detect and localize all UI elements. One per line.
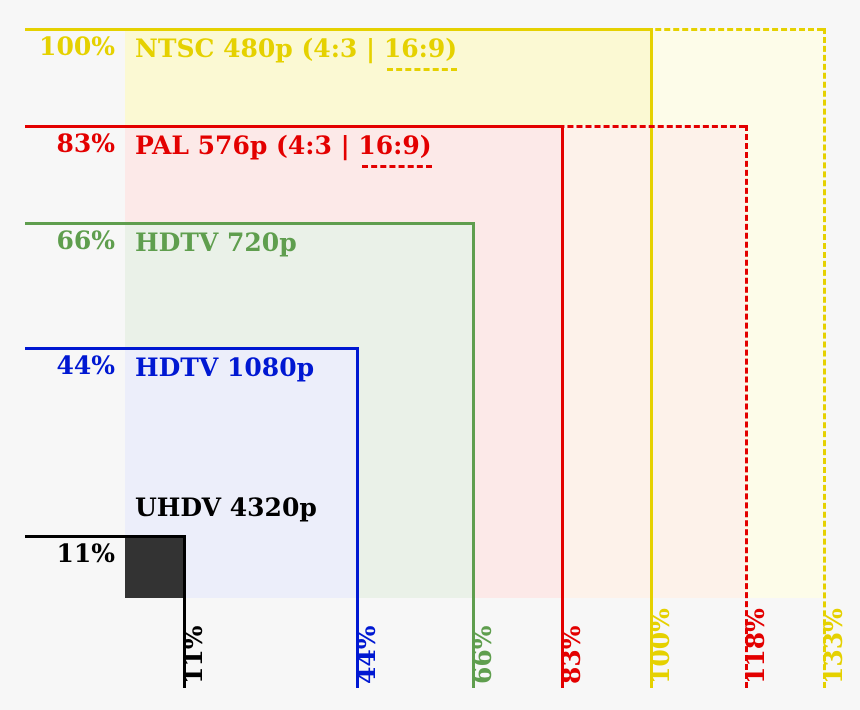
pct-y-pal: 83% bbox=[56, 129, 115, 158]
ntsc-dash-indicator bbox=[387, 68, 457, 71]
lbl-pal: PAL 576p (4:3 | 16:9) bbox=[135, 131, 432, 160]
pct-x-ntsc43: 100% bbox=[646, 608, 675, 684]
pal-dash-indicator bbox=[362, 165, 432, 168]
lbl-720: HDTV 720p bbox=[135, 228, 297, 257]
lbl-1080: HDTV 1080p bbox=[135, 353, 314, 382]
pct-x-720: 66% bbox=[468, 625, 497, 684]
pct-x-ntsc169: 133% bbox=[819, 608, 848, 684]
hdtv-1080-top bbox=[25, 347, 356, 350]
hdtv-720-top bbox=[25, 222, 472, 225]
resolution-diagram: { "canvas": { "width": 860, "height": 71… bbox=[0, 0, 860, 710]
lbl-uhdv: UHDV 4320p bbox=[135, 493, 317, 522]
pal-169-right bbox=[745, 125, 748, 688]
uhdv-top bbox=[25, 535, 183, 538]
ntsc-43-top bbox=[25, 28, 650, 31]
hdtv-720-right bbox=[472, 222, 475, 688]
pct-y-1080: 44% bbox=[56, 351, 115, 380]
pct-y-uhdv: 11% bbox=[56, 539, 115, 568]
pct-x-pal43: 83% bbox=[557, 625, 586, 684]
pct-x-uhdv: 11% bbox=[179, 625, 208, 684]
ntsc-169-right bbox=[823, 28, 826, 688]
pct-y-720: 66% bbox=[56, 226, 115, 255]
pct-x-1080: 44% bbox=[352, 625, 381, 684]
uhdv-fill bbox=[125, 535, 183, 598]
pct-x-pal169: 118% bbox=[741, 608, 770, 684]
pct-y-ntsc: 100% bbox=[39, 32, 115, 61]
pal-43-right bbox=[561, 125, 564, 688]
lbl-ntsc: NTSC 480p (4:3 | 16:9) bbox=[135, 34, 457, 63]
pal-43-top bbox=[25, 125, 561, 128]
